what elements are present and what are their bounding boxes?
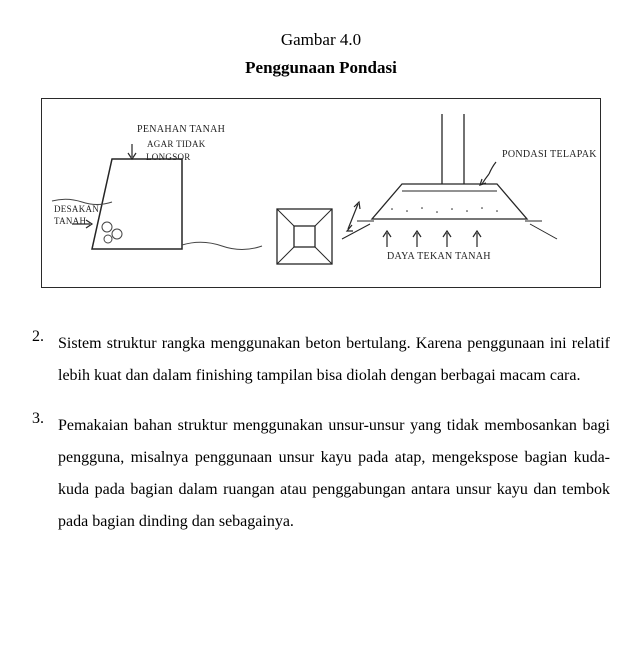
label-desakan: DESAKAN [54,204,99,214]
label-pondasi-telapak: PONDASI TELAPAK [502,149,597,160]
list-item: 2. Sistem struktur rangka menggunakan be… [32,328,610,392]
figure-label: Gambar 4.0 [32,30,610,50]
label-penahan-1: PENAHAN TANAH [137,124,225,135]
foundation-diagram [42,99,602,289]
numbered-list: 2. Sistem struktur rangka menggunakan be… [32,328,610,538]
label-tanah: TANAH [54,216,86,226]
list-item-number: 3. [32,410,58,538]
list-item-text: Sistem struktur rangka menggunakan beton… [58,328,610,392]
figure-title: Penggunaan Pondasi [32,58,610,78]
label-penahan-3: LONGSOR [146,152,191,162]
label-penahan-2: AGAR TIDAK [147,139,206,149]
list-item-number: 2. [32,328,58,392]
list-item: 3. Pemakaian bahan struktur menggunakan … [32,410,610,538]
list-item-text: Pemakaian bahan struktur menggunakan uns… [58,410,610,538]
figure-container: PENAHAN TANAH AGAR TIDAK LONGSOR DESAKAN… [41,98,601,288]
label-daya-tekan: DAYA TEKAN TANAH [387,251,491,262]
